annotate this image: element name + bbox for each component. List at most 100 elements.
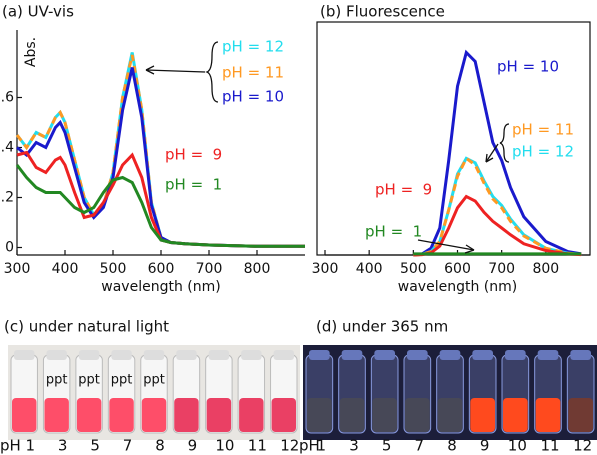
x-tick-label: 700: [196, 261, 223, 277]
ph-value: 3: [349, 437, 359, 455]
ph-value: 12: [573, 437, 592, 455]
precipitate-label: ppt: [111, 373, 133, 388]
y-axis-label: Abs.: [23, 37, 39, 67]
ph-value: 11: [540, 437, 559, 455]
arrow-head: [464, 244, 475, 254]
ph-value: 8: [155, 437, 165, 455]
vial-liquid: [503, 398, 528, 432]
series-label: pH = 10: [497, 58, 559, 76]
y-tick-label: 0: [5, 240, 14, 256]
ph-label: pH: [0, 437, 21, 455]
ph-value: 12: [280, 437, 299, 455]
x-axis-label: wavelength (nm): [398, 279, 517, 295]
vial-cap: [309, 350, 330, 360]
vial-liquid: [437, 398, 463, 432]
x-tick-label: 400: [356, 261, 383, 277]
vial-cap: [273, 350, 294, 360]
precipitate-label: ppt: [143, 373, 165, 388]
vial-cap: [570, 350, 591, 360]
vial-liquid: [141, 398, 167, 432]
x-axis-label: wavelength (nm): [101, 279, 220, 295]
x-tick-label: 500: [400, 261, 427, 277]
x-tick-label: 300: [312, 261, 339, 277]
vial-liquid: [307, 398, 332, 432]
arrow-head: [145, 65, 155, 75]
vial-cap: [241, 350, 262, 360]
chart-title: (b) Fluorescence: [320, 3, 445, 21]
vial-liquid: [535, 398, 561, 432]
photo-title: (c) under natural light: [4, 318, 169, 336]
vial-liquid: [372, 398, 397, 432]
vial-liquid: [405, 398, 430, 432]
arrow: [485, 143, 499, 163]
series-line: [15, 52, 305, 248]
x-tick-label: 600: [148, 261, 175, 277]
series-label: pH = 11: [222, 64, 284, 82]
vial-cap: [505, 350, 526, 360]
vial-liquid: [12, 398, 37, 432]
bracket: [499, 123, 510, 163]
series-label: pH = 9: [165, 146, 222, 164]
series-line: [413, 156, 582, 257]
y-tick-label: 0.2: [0, 190, 14, 206]
vial-cap: [208, 350, 230, 360]
series-line: [413, 194, 582, 257]
vial-cap: [78, 350, 100, 360]
vial-cap: [14, 350, 35, 360]
precipitate-label: ppt: [78, 373, 100, 388]
vial-cap: [341, 350, 363, 360]
arrow-head: [485, 153, 494, 163]
ph-value: 5: [90, 437, 100, 455]
series-line: [15, 54, 305, 248]
ph-value: 10: [215, 437, 234, 455]
vial-liquid: [44, 398, 69, 432]
vial-liquid: [339, 398, 365, 432]
vial-cap: [374, 350, 395, 360]
ph-value: 3: [58, 437, 68, 455]
series-label: pH = 1: [165, 176, 222, 194]
ph-label: pH: [299, 437, 320, 455]
vial-liquid: [109, 398, 134, 432]
ph-value: 1: [25, 437, 35, 455]
vial-cap: [407, 350, 428, 360]
vial-liquid: [271, 398, 296, 432]
ph-value: 1: [317, 437, 327, 455]
vial-liquid: [568, 398, 593, 432]
arrow: [145, 69, 206, 73]
series-label: pH = 1: [365, 223, 422, 241]
ph-value: 9: [188, 437, 198, 455]
ph-value: 8: [447, 437, 457, 455]
arrow: [417, 239, 475, 251]
series-line: [413, 49, 582, 257]
vial-cap: [46, 350, 67, 360]
vial-cap: [439, 350, 461, 360]
precipitate-label: ppt: [46, 373, 68, 388]
series-line: [413, 156, 582, 257]
series-line: [15, 164, 305, 248]
ph-value: 10: [508, 437, 527, 455]
photo-title: (d) under 365 nm: [316, 318, 448, 336]
vial-liquid: [239, 398, 264, 432]
ph-value: 7: [123, 437, 133, 455]
ph-value: 11: [248, 437, 267, 455]
ph-value: 7: [415, 437, 425, 455]
x-tick-label: 500: [100, 261, 127, 277]
vial-cap: [176, 350, 197, 360]
vial-liquid: [76, 398, 102, 432]
series-label: pH = 10: [222, 88, 284, 106]
vial-cap: [537, 350, 559, 360]
ph-value: 9: [480, 437, 490, 455]
vial-cap: [143, 350, 165, 360]
x-tick-label: 700: [488, 261, 515, 277]
x-tick-label: 800: [532, 261, 559, 277]
series-label: pH = 11: [512, 121, 574, 139]
vial-cap: [111, 350, 132, 360]
vial-liquid: [174, 398, 199, 432]
bracket: [205, 41, 219, 103]
x-tick-label: 300: [4, 261, 31, 277]
y-tick-label: 0.6: [0, 90, 14, 106]
y-tick-label: 0.4: [0, 140, 14, 156]
x-tick-label: 400: [52, 261, 79, 277]
series-label: pH = 12: [222, 38, 284, 56]
